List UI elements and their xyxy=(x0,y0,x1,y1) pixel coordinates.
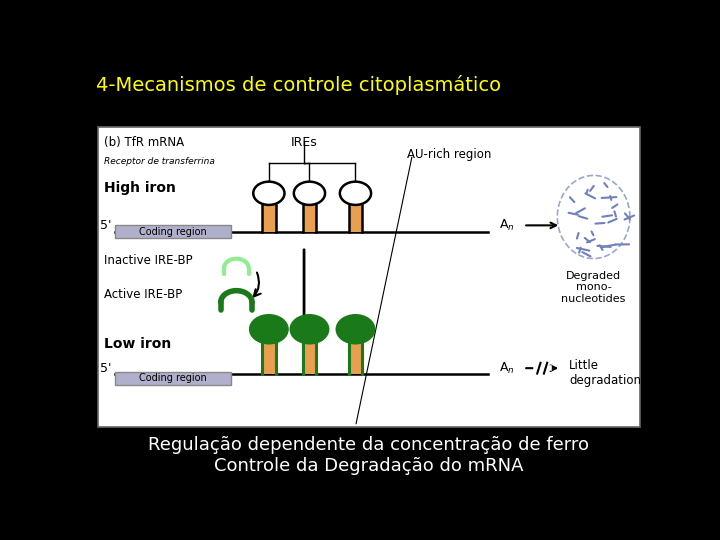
Circle shape xyxy=(291,315,328,343)
FancyBboxPatch shape xyxy=(114,225,231,238)
FancyBboxPatch shape xyxy=(114,372,231,384)
Circle shape xyxy=(337,315,374,343)
Text: 5': 5' xyxy=(100,219,112,232)
FancyBboxPatch shape xyxy=(303,343,316,374)
FancyArrowPatch shape xyxy=(253,273,261,296)
Text: Low iron: Low iron xyxy=(104,337,171,351)
FancyBboxPatch shape xyxy=(99,127,639,427)
Text: A$_n$: A$_n$ xyxy=(499,218,515,233)
Text: 4-Mecanismos de controle citoplasmático: 4-Mecanismos de controle citoplasmático xyxy=(96,75,500,95)
Text: Active IRE-BP: Active IRE-BP xyxy=(104,288,182,301)
Circle shape xyxy=(294,181,325,205)
Text: Degraded
mono-
nucleotides: Degraded mono- nucleotides xyxy=(562,271,626,304)
Text: Inactive IRE-BP: Inactive IRE-BP xyxy=(104,254,192,267)
Text: Coding region: Coding region xyxy=(139,373,207,383)
Circle shape xyxy=(253,181,284,205)
Circle shape xyxy=(251,315,287,343)
Text: Controle da Degradação do mRNA: Controle da Degradação do mRNA xyxy=(215,457,523,475)
Text: Receptor de transferrina: Receptor de transferrina xyxy=(104,157,215,166)
FancyBboxPatch shape xyxy=(348,343,362,374)
Text: A$_n$: A$_n$ xyxy=(499,361,515,376)
Text: AU-rich region: AU-rich region xyxy=(407,148,491,161)
FancyBboxPatch shape xyxy=(348,205,362,232)
FancyBboxPatch shape xyxy=(303,205,316,232)
FancyBboxPatch shape xyxy=(262,205,276,232)
FancyBboxPatch shape xyxy=(262,343,276,374)
Text: Little
degradation: Little degradation xyxy=(570,359,642,387)
Text: (b) TfR mRNA: (b) TfR mRNA xyxy=(104,136,184,149)
Text: Regulação dependente da concentração de ferro: Regulação dependente da concentração de … xyxy=(148,436,590,454)
Text: High iron: High iron xyxy=(104,181,176,195)
Text: Coding region: Coding region xyxy=(139,227,207,237)
Text: 5': 5' xyxy=(100,362,112,375)
Text: IREs: IREs xyxy=(291,136,318,149)
Circle shape xyxy=(340,181,371,205)
